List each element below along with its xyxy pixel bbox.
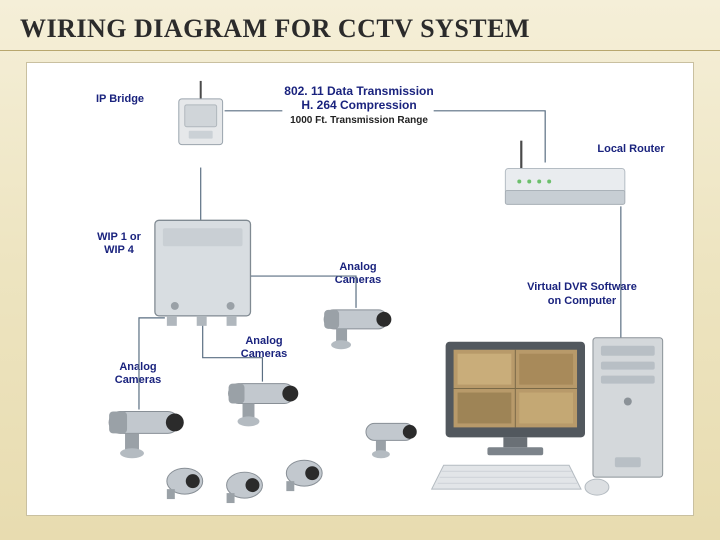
ip-bridge-icon [179, 81, 223, 145]
camera-b-icon [229, 384, 299, 427]
camera-d2-icon [227, 472, 263, 503]
mouse-icon [585, 479, 609, 495]
title-underline [0, 50, 720, 51]
camera-d3-icon [286, 460, 322, 491]
router-icon [505, 141, 624, 205]
camera-e-icon [366, 423, 417, 458]
camera-a-icon [109, 411, 184, 458]
wip-box-icon [155, 220, 251, 326]
camera-c-icon [324, 310, 391, 349]
tower-icon [593, 338, 663, 477]
diagram-frame: IP Bridge 802. 11 Data Transmission H. 2… [26, 62, 694, 516]
diagram-svg [27, 63, 693, 515]
keyboard-icon [432, 465, 581, 489]
slide-title: WIRING DIAGRAM FOR CCTV SYSTEM [20, 14, 700, 44]
monitor-icon [446, 342, 585, 455]
camera-d1-icon [167, 468, 203, 499]
